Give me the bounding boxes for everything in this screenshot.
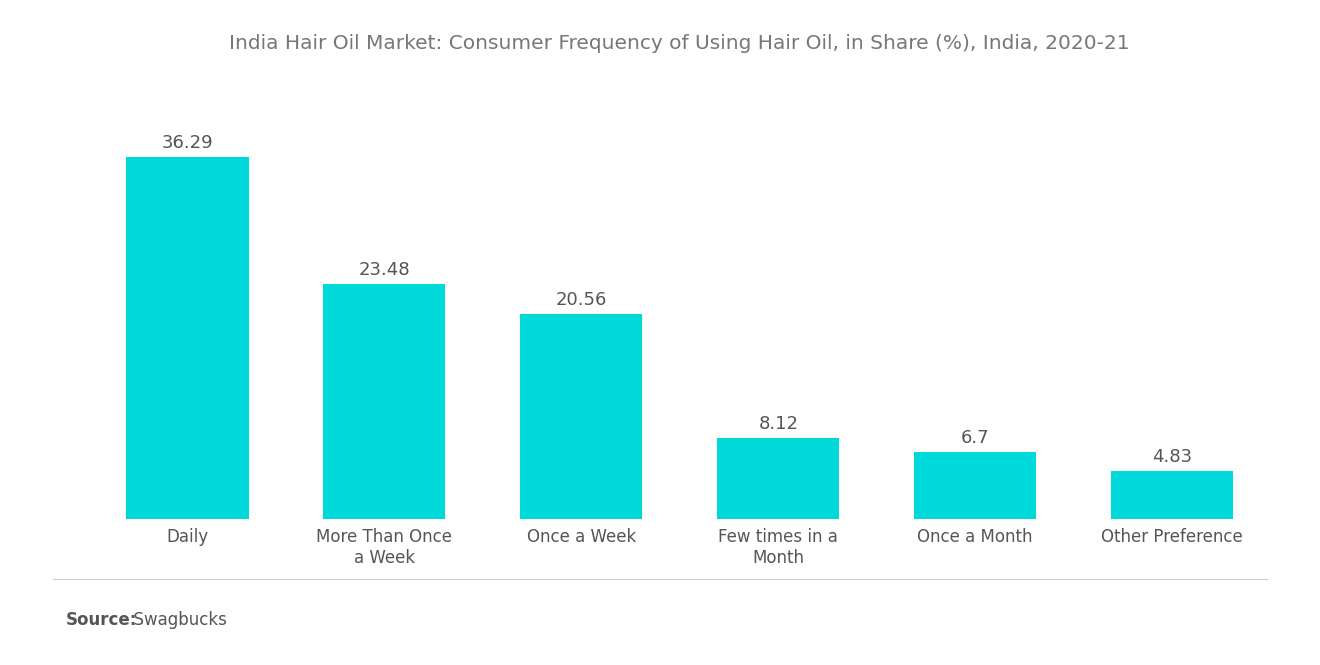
Bar bbox=[915, 452, 1036, 519]
Text: 6.7: 6.7 bbox=[961, 429, 990, 447]
Text: 8.12: 8.12 bbox=[758, 415, 799, 433]
Text: 4.83: 4.83 bbox=[1152, 448, 1192, 465]
Text: Swagbucks: Swagbucks bbox=[123, 611, 227, 629]
Bar bbox=[1111, 471, 1233, 519]
Text: 20.56: 20.56 bbox=[556, 291, 607, 309]
Bar bbox=[127, 157, 248, 519]
Text: Source:: Source: bbox=[66, 611, 137, 629]
Text: 23.48: 23.48 bbox=[359, 261, 411, 279]
Bar bbox=[323, 285, 445, 519]
Bar bbox=[520, 314, 643, 519]
Title: India Hair Oil Market: Consumer Frequency of Using Hair Oil, in Share (%), India: India Hair Oil Market: Consumer Frequenc… bbox=[230, 34, 1130, 53]
Text: 36.29: 36.29 bbox=[161, 134, 214, 152]
Bar bbox=[717, 438, 840, 519]
